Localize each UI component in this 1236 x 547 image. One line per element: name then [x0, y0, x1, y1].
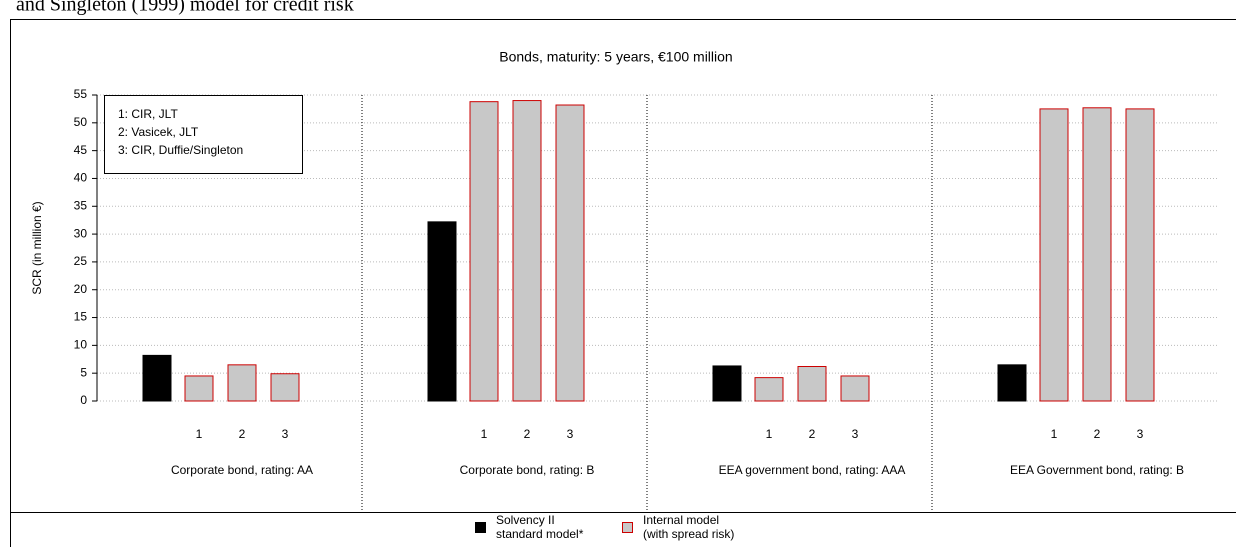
y-tick-label: 45: [74, 143, 88, 157]
x-tick-label: 1: [481, 427, 488, 441]
bar: [555, 104, 585, 402]
category-label: Corporate bond, rating: B: [460, 463, 595, 477]
x-tick-label: 2: [524, 427, 531, 441]
bar: [427, 221, 457, 402]
frame: [10, 19, 1236, 547]
y-tick-label: 20: [74, 282, 88, 296]
legend-label: Internal model (with spread risk): [643, 513, 735, 541]
bar: [997, 364, 1027, 402]
bar: [840, 375, 870, 402]
bar: [1082, 107, 1112, 402]
y-tick-label: 50: [74, 115, 88, 129]
y-tick-label: 30: [74, 226, 88, 240]
y-tick-label: 25: [74, 254, 88, 268]
x-tick-label: 2: [1094, 427, 1101, 441]
x-tick-label: 1: [1051, 427, 1058, 441]
x-tick-label: 3: [1137, 427, 1144, 441]
bar: [270, 373, 300, 402]
legend-swatch: [622, 521, 633, 533]
bar: [469, 101, 499, 402]
category-label: EEA government bond, rating: AAA: [719, 463, 906, 477]
chart-title: Bonds, maturity: 5 years, €100 million: [499, 49, 732, 65]
x-tick-label: 3: [852, 427, 859, 441]
y-tick-label: 10: [74, 338, 88, 352]
x-tick-label: 2: [239, 427, 246, 441]
category-label: Corporate bond, rating: AA: [171, 463, 313, 477]
annotation-text: 2: Vasicek, JLT: [118, 125, 199, 139]
y-tick-label: 5: [80, 365, 87, 379]
x-tick-label: 1: [766, 427, 773, 441]
bar: [1039, 108, 1069, 402]
x-tick-label: 2: [809, 427, 816, 441]
legend-item: Solvency II standard model*: [475, 513, 596, 541]
bar: [142, 354, 172, 402]
annotation-box: [104, 95, 303, 174]
annotation-text: 1: CIR, JLT: [118, 107, 178, 121]
legend-item: Internal model (with spread risk): [622, 513, 743, 541]
bar: [512, 100, 542, 402]
legend: Solvency II standard model* Internal mode…: [475, 513, 743, 541]
caption: and Singleton (1999) model for credit ri…: [16, 0, 354, 16]
y-tick-label: 55: [74, 87, 88, 101]
y-axis-label: SCR (in million €): [30, 201, 44, 294]
bar: [797, 366, 827, 402]
bar: [712, 365, 742, 402]
y-tick-label: 15: [74, 310, 88, 324]
bar: [227, 364, 257, 402]
legend-label: Solvency II standard model*: [496, 513, 584, 541]
y-tick-label: 40: [74, 171, 88, 185]
bar: [184, 375, 214, 402]
category-label: EEA Government bond, rating: B: [1010, 463, 1184, 477]
x-tick-label: 1: [196, 427, 203, 441]
x-tick-label: 3: [567, 427, 574, 441]
y-tick-label: 35: [74, 198, 88, 212]
bar: [754, 377, 784, 402]
legend-swatch: [475, 521, 486, 533]
bar: [1125, 108, 1155, 402]
y-tick-label: 0: [80, 393, 87, 407]
annotation-text: 3: CIR, Duffie/Singleton: [118, 143, 243, 157]
x-tick-label: 3: [282, 427, 289, 441]
